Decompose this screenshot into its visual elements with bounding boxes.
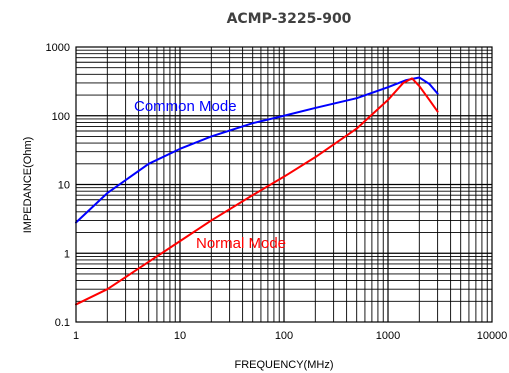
y-axis-label: IMPEDANCE(Ohm) (22, 137, 34, 234)
x-tick-label: 1000 (376, 330, 400, 342)
chart-title: ACMP-3225-900 (227, 11, 352, 27)
series-label-normal-mode: Normal Mode (196, 235, 286, 252)
y-tick-label: 10 (58, 180, 70, 192)
y-tick-label: 0.1 (55, 317, 70, 329)
x-tick-label: 1 (73, 330, 79, 342)
y-tick-label: 1 (64, 248, 70, 260)
y-tick-label: 1000 (46, 42, 70, 54)
series-line-normal-mode (75, 77, 439, 306)
x-tick-label: 10000 (477, 330, 508, 342)
plot-frame (75, 46, 493, 323)
grid (76, 47, 492, 322)
x-tick-label: 100 (275, 330, 293, 342)
x-axis-label: FREQUENCY(MHz) (235, 359, 334, 371)
series-line-common-mode (75, 76, 439, 224)
x-tick-label: 10 (174, 330, 186, 342)
series-layer (75, 76, 439, 306)
y-tick-label: 100 (52, 111, 70, 123)
series-label-common-mode: Common Mode (134, 98, 237, 115)
